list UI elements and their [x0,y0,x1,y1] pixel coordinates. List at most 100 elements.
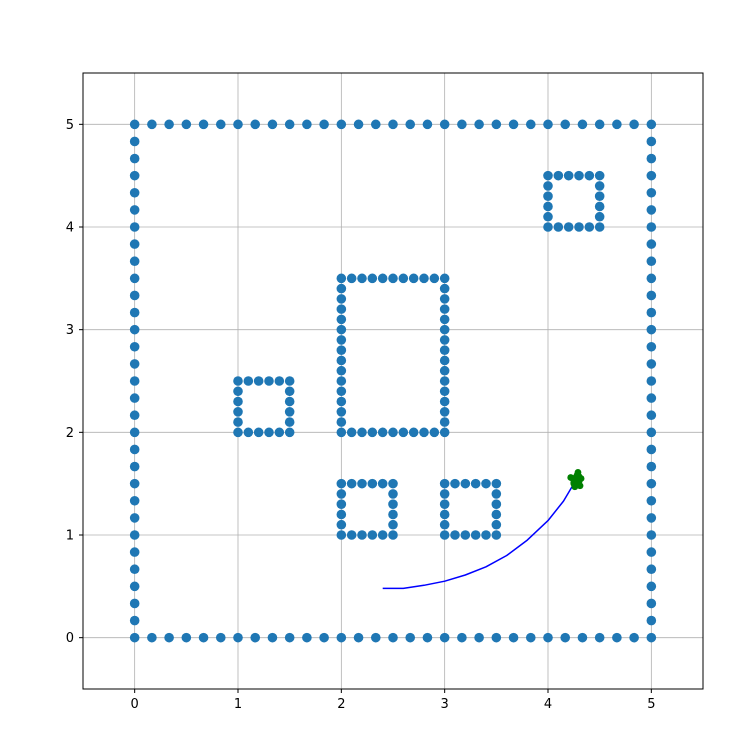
obstacle-point [439,530,450,540]
obstacle-point [629,632,639,643]
obstacle-point [129,239,140,249]
obstacle-point [129,615,140,626]
obstacle-point [470,530,481,540]
obstacle-point [398,427,409,438]
axis-ticks: 0 1 2 3 4 5 0 1 2 3 4 5 [66,118,656,712]
obstacle-point [491,530,502,540]
x-tick-label: 5 [647,697,655,712]
obstacle-point [543,181,553,191]
obstacle-point [346,427,357,438]
obstacle-point [419,427,429,438]
obstacle-point [370,632,381,643]
obstacle-point [274,427,285,438]
obstacle-point [367,427,378,438]
obstacle-point [439,294,450,304]
obstacle-point [439,499,450,510]
obstacle-point [491,519,502,530]
obstacle-point [250,119,261,130]
obstacle-point [336,396,347,407]
obstacle-point [164,632,174,643]
obstacle-point [646,513,657,523]
obstacle-point [129,410,140,421]
obstacle-point [336,324,347,335]
obstacle-point [367,530,378,540]
obstacle-point [336,335,347,345]
obstacle-point [474,119,484,130]
obstacle-point [646,615,657,626]
obstacle-point [346,273,357,284]
obstacle-point [525,632,536,643]
x-tick-label: 0 [131,697,139,712]
obstacle-point [439,478,450,489]
obstacle-point [594,222,605,232]
obstacle-point [129,376,140,386]
obstacle-point [474,632,484,643]
obstacle-point [429,427,440,438]
x-tick-label: 1 [234,697,242,712]
obstacle-point [129,547,140,557]
obstacle-point [405,119,416,130]
obstacle-point [577,119,588,130]
obstacle-point [543,211,553,222]
obstacle-point [377,478,388,489]
obstacle-point [336,119,347,130]
obstacle-point [439,509,450,520]
obstacle-point [646,444,657,455]
obstacle-point [377,530,388,540]
obstacle-point [422,632,433,643]
obstacle-point [646,547,657,557]
obstacle-point [594,632,605,643]
obstacle-point [284,407,295,417]
obstacle-point [336,273,347,284]
obstacle-point [243,427,254,438]
obstacle-point [457,632,467,643]
obstacle-point [439,335,450,345]
obstacle-point [646,376,657,386]
obstacle-point [302,119,312,130]
obstacle-point [543,170,553,181]
obstacle-point [646,170,657,181]
obstacle-point [646,530,657,540]
obstacle-point [460,530,471,540]
obstacle-point [233,407,243,417]
obstacle-point [646,187,657,198]
obstacle-point [646,341,657,352]
obstacle-point [336,499,347,510]
obstacle-point [284,396,295,407]
obstacle-point [336,355,347,366]
obstacle-point [491,119,502,130]
obstacle-point [353,119,364,130]
obstacle-point [129,170,140,181]
obstacle-point [129,632,140,643]
obstacle-point [274,376,285,386]
obstacle-point [388,632,398,643]
obstacle-point [129,478,140,489]
obstacle-point [233,417,243,427]
obstacle-point [388,530,398,540]
obstacle-point [439,417,450,427]
obstacle-point [336,386,347,397]
obstacle-point [336,283,347,294]
obstacle-point [646,119,657,130]
obstacle-point [129,461,140,472]
obstacle-point [346,478,357,489]
obstacle-point [129,564,140,575]
obstacle-point [491,632,502,643]
obstacle-point [357,273,367,284]
particle-cloud [567,468,585,491]
obstacle-point [336,530,347,540]
obstacle-point [147,119,157,130]
obstacle-point [336,376,347,386]
obstacle-point [594,211,605,222]
obstacle-point [129,307,140,318]
obstacle-point [336,314,347,325]
y-tick-label: 0 [66,631,74,646]
obstacle-point [646,222,657,232]
obstacle-point [233,427,243,438]
obstacle-point [491,489,502,499]
obstacle-point [491,509,502,520]
obstacle-point [398,273,409,284]
obstacle-point [129,153,140,164]
obstacle-point [560,632,571,643]
obstacle-point [594,119,605,130]
